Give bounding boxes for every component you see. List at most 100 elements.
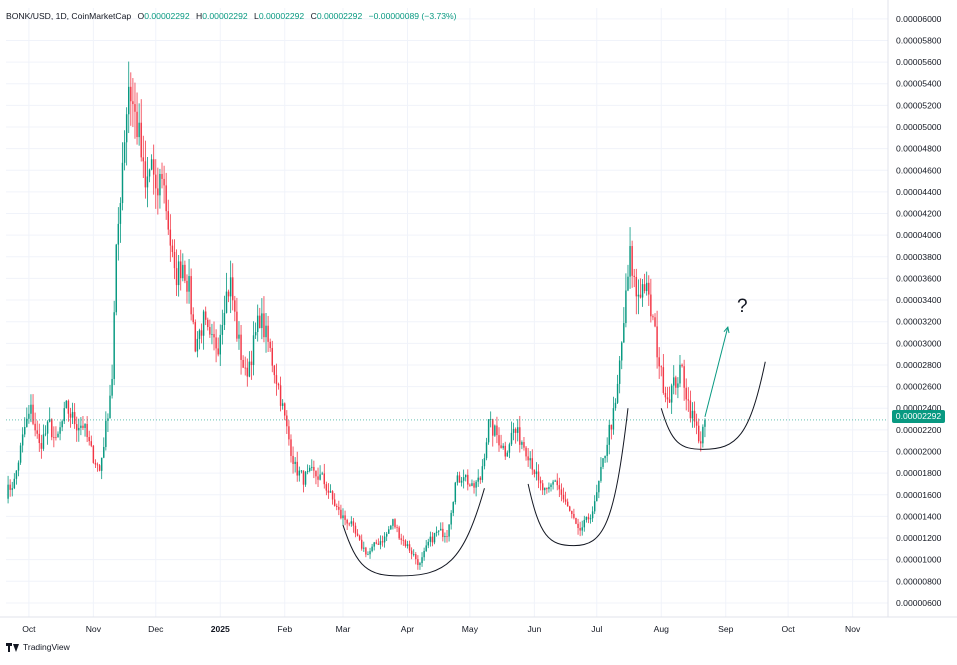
candle-body	[288, 426, 290, 440]
candle-body	[392, 519, 394, 526]
candle-body	[175, 268, 178, 286]
y-tick-label: 0.00001800	[896, 468, 942, 478]
candle-body	[308, 467, 311, 471]
candle-body	[271, 348, 273, 366]
candle-body	[232, 277, 234, 301]
candle-body	[469, 484, 471, 486]
candle-body	[348, 523, 350, 525]
candle-body	[673, 377, 675, 386]
candle-body	[286, 415, 288, 427]
candle-body	[86, 423, 88, 438]
candle-body	[240, 334, 242, 360]
candle-body	[46, 421, 49, 434]
candle-body	[577, 523, 579, 529]
x-tick-label: Oct	[22, 624, 36, 634]
candle-body	[321, 473, 323, 475]
candle-body	[105, 420, 107, 447]
candle-body	[510, 432, 513, 445]
candle-body	[207, 319, 209, 328]
candle-body	[639, 294, 642, 298]
candle-body	[275, 375, 278, 384]
candle-body	[623, 323, 625, 343]
candle-body	[367, 554, 369, 556]
y-tick-label: 0.00001400	[896, 511, 942, 521]
candle-body	[161, 173, 163, 179]
candle-body	[648, 282, 650, 295]
candle-body	[660, 366, 662, 368]
candle-body	[169, 229, 172, 246]
candle-body	[146, 176, 149, 188]
y-tick-label: 0.00003400	[896, 295, 942, 305]
candle-body	[121, 162, 124, 204]
candle-body	[373, 542, 375, 547]
candle-body	[67, 400, 70, 414]
candle-body	[506, 452, 509, 457]
candle-body	[519, 427, 521, 445]
candle-body	[702, 426, 704, 444]
candle-body	[103, 446, 105, 458]
candle-body	[219, 334, 221, 355]
y-tick-label: 0.00006000	[896, 14, 942, 24]
candle-body	[28, 413, 30, 419]
candle-body	[600, 466, 602, 481]
candle-body	[587, 516, 590, 520]
candle-body	[498, 435, 500, 446]
candle-body	[73, 412, 76, 425]
candle-body	[612, 408, 615, 430]
y-tick-label: 0.00004200	[896, 209, 942, 219]
candle-body	[508, 444, 511, 453]
candle-body	[556, 480, 558, 486]
candle-body	[333, 499, 336, 506]
candle-body	[204, 311, 207, 320]
candle-body	[340, 509, 342, 519]
high-value: 0.00002292	[202, 11, 248, 21]
candle-body	[267, 325, 269, 342]
candle-body	[261, 313, 263, 329]
candle-body	[7, 484, 9, 499]
candle-body	[130, 86, 132, 102]
tradingview-brand[interactable]: TradingView	[6, 642, 70, 652]
y-tick-label: 0.00004000	[896, 230, 942, 240]
y-tick-label: 0.00000600	[896, 598, 942, 608]
candle-body	[458, 475, 461, 483]
candle-body	[107, 418, 109, 421]
candle-body	[456, 475, 459, 483]
candle-body	[693, 410, 696, 422]
y-tick-label: 0.00003000	[896, 338, 942, 348]
candle-body	[629, 246, 631, 277]
candle-body	[464, 474, 467, 478]
candle-body	[585, 516, 588, 520]
candle-body	[412, 554, 415, 555]
y-tick-label: 0.00001000	[896, 555, 942, 565]
candle-body	[700, 441, 702, 444]
candle-body	[192, 314, 194, 323]
candle-body	[38, 433, 41, 444]
candle-body	[695, 421, 698, 426]
candle-body	[452, 502, 454, 513]
candle-body	[500, 445, 502, 448]
candle-body	[650, 294, 652, 317]
candle-body	[51, 419, 53, 438]
candle-body	[75, 424, 78, 431]
candle-body	[535, 471, 538, 475]
candle-body	[408, 544, 411, 551]
candle-body	[140, 122, 142, 158]
candle-body	[344, 515, 346, 520]
candle-body	[550, 484, 552, 487]
candle-body	[539, 480, 542, 484]
candle-body	[119, 203, 122, 224]
candle-body	[552, 481, 554, 485]
candle-body	[279, 385, 282, 406]
candle-body	[234, 300, 236, 312]
candle-body	[591, 511, 594, 519]
candle-body	[479, 477, 482, 480]
candle-body	[159, 173, 161, 196]
candle-body	[388, 529, 390, 534]
candle-body	[683, 366, 685, 388]
y-tick-label: 0.00005400	[896, 79, 942, 89]
candle-body	[596, 492, 598, 502]
candle-body	[427, 541, 430, 546]
candle-body	[196, 338, 199, 352]
